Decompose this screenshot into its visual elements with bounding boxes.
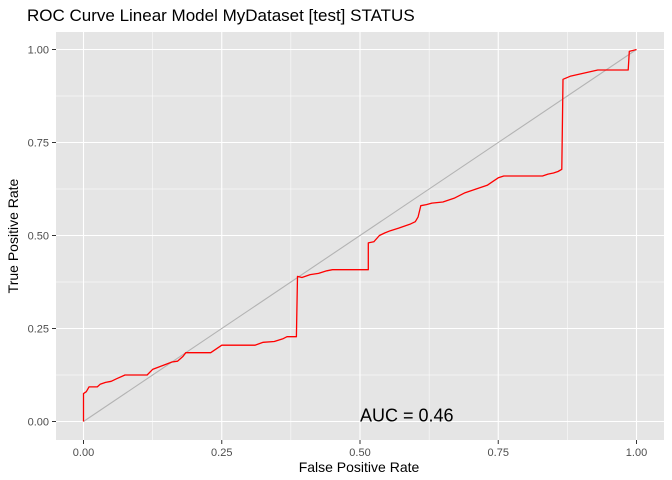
y-tick-label: 1.00 [28, 45, 49, 57]
x-tick-label: 1.00 [626, 447, 647, 459]
axis-ticks: 0.00 0.00 0.25 0.25 0.50 0.50 0.75 0.75 1.00 1.00 [28, 45, 648, 460]
y-tick-label: 0.50 [28, 231, 49, 243]
x-axis-title: False Positive Rate [299, 459, 420, 475]
x-tick-label: 0.25 [211, 447, 232, 459]
y-tick-label: 0.75 [28, 138, 49, 150]
x-tick-label: 0.00 [73, 447, 94, 459]
y-tick-label: 0.00 [28, 417, 49, 429]
roc-curve-line [82, 48, 637, 422]
y-axis-title: True Positive Rate [5, 178, 21, 293]
auc-annotation: AUC = 0.46 [360, 406, 454, 426]
chart-title: ROC Curve Linear Model MyDataset [test] … [27, 6, 415, 25]
diagonal-reference-line [83, 49, 637, 422]
x-tick-label: 0.50 [349, 447, 370, 459]
x-tick-label: 0.75 [488, 447, 509, 459]
y-tick-label: 0.25 [28, 324, 49, 336]
